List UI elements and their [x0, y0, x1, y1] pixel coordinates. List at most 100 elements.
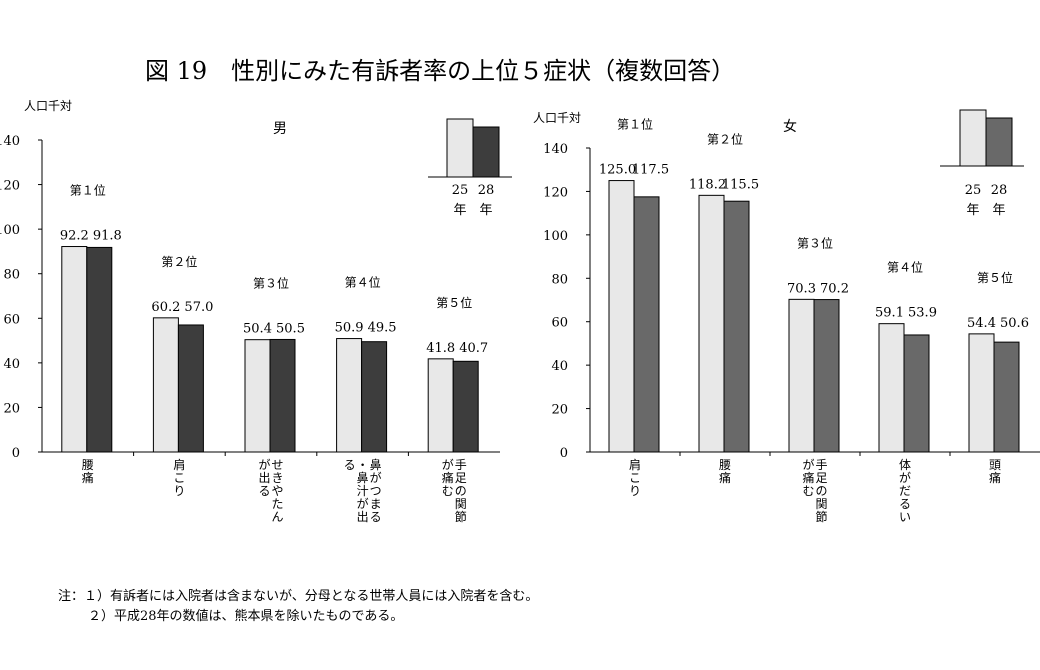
bar-2013	[788, 298, 815, 453]
category-label-char: ん	[271, 510, 283, 524]
category-label-char: 腰	[719, 458, 731, 472]
category-label-char: る	[258, 484, 270, 498]
figure-title: 図 19 性別にみた有訴者率の上位５症状（複数回答）	[145, 57, 735, 85]
category-label-char: の	[455, 484, 467, 498]
rank-label: 第４位	[887, 260, 923, 275]
rank-label: 第１位	[70, 183, 106, 198]
bar-2013	[336, 338, 363, 453]
y-tick-label: 140	[543, 142, 568, 157]
data-label-2016: 49.5	[368, 321, 397, 336]
legend-year: 28	[991, 183, 1008, 198]
y-tick-label: 80	[3, 268, 20, 283]
rank-label: 第３位	[253, 275, 289, 290]
category-label-char: が	[899, 470, 911, 485]
y-tick-label: 120	[543, 185, 568, 200]
category-label-char: る	[344, 458, 356, 472]
rank-label: 第１位	[617, 117, 653, 132]
bar-2013	[244, 339, 271, 453]
bar-2016	[903, 334, 930, 453]
rank-label: 第５位	[977, 270, 1013, 285]
category-label-char: 関	[815, 497, 827, 511]
category-label-char: む	[802, 484, 814, 498]
rank-label: 第４位	[345, 275, 381, 290]
data-label-2013: 50.4	[243, 322, 272, 337]
bar-2016	[723, 200, 750, 453]
category-label-char: つ	[370, 484, 382, 498]
category-label-char: る	[899, 497, 911, 511]
y-tick-label: 0	[12, 446, 20, 461]
category-label-char: 痛	[989, 470, 1001, 485]
category-label-char: 頭	[989, 458, 1001, 472]
legend-year: 25	[452, 183, 469, 198]
category-label-char: り	[629, 484, 641, 498]
y-tick-label: 20	[551, 403, 568, 418]
category-label-char: 痛	[719, 470, 731, 485]
category-label-char: こ	[173, 471, 185, 485]
data-label-2013: 70.3	[787, 281, 816, 296]
category-label-char: の	[815, 484, 827, 498]
legend-year: 25	[965, 183, 982, 198]
y-tick-label: 0	[560, 446, 568, 461]
category-label-char: が	[357, 496, 369, 511]
category-label-char: こ	[629, 471, 641, 485]
category-label-char: 痛	[442, 470, 454, 485]
data-label-2016: 117.5	[632, 163, 669, 178]
category-label-char: 手	[815, 458, 827, 472]
data-label-2013: 54.4	[967, 316, 996, 331]
data-label-2016: 57.0	[184, 300, 213, 315]
category-label-char: い	[899, 510, 911, 524]
data-label-2013: 125.0	[599, 163, 636, 178]
data-label-2013: 60.2	[151, 300, 180, 315]
data-label-2016: 50.5	[276, 322, 305, 337]
y-axis-label: 人口千対	[533, 111, 581, 125]
note-1: 注：１）有訴者には入院者は含まないが、分母となる世帯人員には入院者を含む。	[58, 589, 539, 604]
legend-unit: 年	[479, 203, 492, 218]
data-label-2016: 40.7	[459, 341, 488, 356]
y-tick-label: 120	[0, 179, 20, 194]
category-label-char: 節	[455, 509, 467, 524]
category-label-char: が	[258, 457, 270, 472]
category-label-char: 汁	[357, 484, 369, 498]
y-axis-label: 人口千対	[24, 99, 72, 113]
legend-unit: 年	[992, 203, 1005, 218]
legend-swatch-2013	[446, 118, 474, 178]
note-2: ２）平成28年の数値は、熊本県を除いたものである。	[88, 609, 404, 624]
bar-2013	[427, 358, 454, 453]
y-tick-label: 40	[551, 359, 568, 374]
bar-2013	[152, 317, 179, 453]
y-tick-label: 60	[551, 316, 568, 331]
legend-unit: 年	[966, 203, 979, 218]
bar-2013	[61, 246, 88, 453]
panel-title: 女	[783, 118, 797, 135]
category-label-char: や	[271, 484, 283, 498]
bar-2013	[698, 194, 725, 453]
rank-label: 第２位	[707, 131, 743, 146]
category-label-char: 出	[258, 471, 270, 485]
data-label-2013: 118.2	[689, 177, 726, 192]
category-label-char: 鼻	[357, 470, 369, 485]
category-label-char: 肩	[629, 457, 641, 472]
category-label-char: 腰	[82, 458, 94, 472]
category-label-char: 足	[815, 471, 827, 485]
rank-label: 第３位	[797, 235, 833, 250]
legend-year: 28	[478, 183, 495, 198]
rank-label: 第５位	[436, 295, 472, 310]
data-label-2016: 115.5	[722, 177, 759, 192]
data-label-2016: 70.2	[820, 281, 849, 296]
y-tick-label: 100	[0, 223, 20, 238]
category-label-char: 肩	[173, 457, 185, 472]
bar-2016	[993, 341, 1020, 453]
panel-title: 男	[273, 121, 287, 137]
category-label-char: 節	[815, 509, 827, 524]
y-tick-label: 80	[551, 272, 568, 287]
category-label-char: 関	[455, 497, 467, 511]
category-label-char: が	[802, 457, 814, 472]
y-tick-label: 40	[3, 357, 20, 372]
data-label-2016: 91.8	[93, 229, 122, 244]
data-label-2013: 50.9	[335, 321, 364, 336]
category-label-char: む	[442, 484, 454, 498]
data-label-2016: 50.6	[1000, 316, 1029, 331]
category-label-char: た	[271, 497, 283, 511]
